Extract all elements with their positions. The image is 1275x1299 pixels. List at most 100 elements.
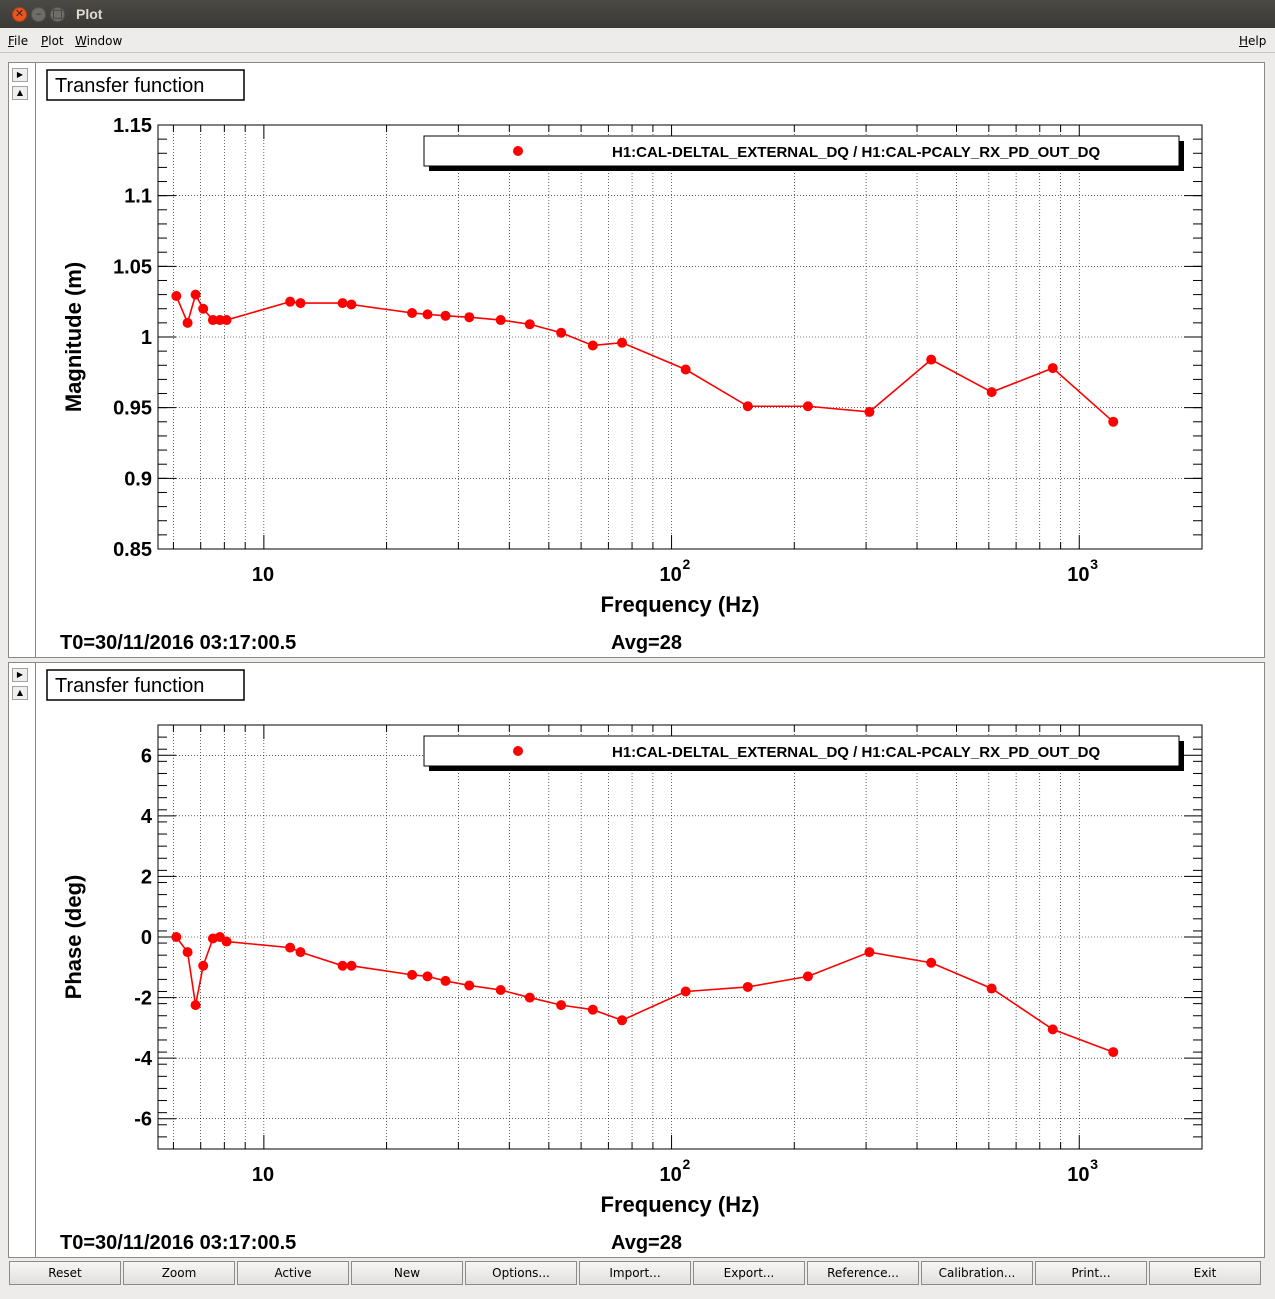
avg-label: Avg=28 [611, 1232, 682, 1254]
legend-marker [513, 146, 523, 156]
options-button[interactable]: Options... [465, 1261, 577, 1285]
triangle-up-icon: ▲ [16, 688, 24, 697]
data-point [1108, 1047, 1119, 1058]
maximize-window-button[interactable]: □ [50, 7, 65, 22]
data-point [617, 337, 628, 348]
panel-title: Transfer function [55, 75, 204, 97]
menu-window[interactable]: Window [75, 34, 123, 48]
print-button[interactable]: Print... [1035, 1261, 1147, 1285]
legend-marker [513, 746, 523, 756]
data-point [864, 947, 875, 958]
data-point [617, 1015, 628, 1026]
data-point [346, 299, 357, 310]
exit-button[interactable]: Exit [1149, 1261, 1261, 1285]
zoom-button[interactable]: Zoom [123, 1261, 235, 1285]
data-point [295, 298, 306, 309]
data-point [422, 309, 433, 320]
pane-collapse-button[interactable]: ▲ [12, 86, 28, 100]
data-point [337, 298, 348, 309]
data-point [556, 327, 567, 338]
x-tick-exponent: 3 [1090, 556, 1098, 572]
y-axis-label: Phase (deg) [61, 875, 86, 1000]
data-point [680, 986, 691, 997]
y-tick-label: 0.95 [113, 398, 152, 420]
pane-expand-button[interactable]: ▶ [12, 668, 28, 682]
pane-collapse-button[interactable]: ▲ [12, 686, 28, 700]
menu-file[interactable]: File [8, 34, 29, 48]
data-point [1108, 416, 1119, 427]
y-tick-label: 1 [141, 327, 152, 349]
reference-button[interactable]: Reference... [807, 1261, 919, 1285]
data-point [926, 354, 937, 365]
panel-title-box [46, 69, 245, 101]
x-axis-label: Frequency (Hz) [601, 592, 760, 617]
close-icon: ✕ [14, 7, 25, 20]
triangle-right-icon: ▶ [16, 670, 24, 679]
data-point [207, 315, 218, 326]
data-point [742, 981, 753, 992]
data-point [182, 947, 193, 958]
data-point [495, 315, 506, 326]
plot-canvas[interactable]: Transfer function 0.85 0.9 0.95 1 1.05 1.1 1.15… [35, 63, 1264, 657]
data-point [1047, 1024, 1058, 1035]
x-tick-exponent: 2 [683, 1156, 691, 1172]
x-tick-exponent: 3 [1090, 1156, 1098, 1172]
button-bar: Reset Zoom Active New Options... Import.… [0, 1259, 1275, 1299]
magnitude-chart[interactable]: Transfer function 0.85 0.9 0.95 1 1.05 1.1 1.15… [36, 63, 1264, 657]
data-point [926, 957, 937, 968]
data-point [986, 983, 997, 994]
data-point [864, 406, 875, 417]
x-tick-label: 10 [1067, 564, 1089, 586]
x-tick-label: 10 [1067, 1164, 1089, 1186]
data-point [182, 317, 193, 328]
data-point [556, 1000, 567, 1011]
data-point [524, 319, 535, 330]
data-point [285, 942, 296, 953]
minimize-window-button[interactable]: – [31, 7, 46, 22]
y-tick-label: 6 [141, 745, 152, 767]
data-point [524, 992, 535, 1003]
menu-help[interactable]: Help [1239, 34, 1267, 48]
window-title: Plot [76, 6, 103, 22]
active-button[interactable]: Active [237, 1261, 349, 1285]
maximize-icon: □ [52, 7, 63, 20]
pane-expand-button[interactable]: ▶ [12, 68, 28, 82]
menubar: File Plot Window Help [0, 28, 1275, 53]
data-point [171, 932, 182, 942]
y-tick-label: 4 [141, 806, 153, 828]
data-point [422, 971, 433, 982]
reset-button[interactable]: Reset [9, 1261, 121, 1285]
export-button[interactable]: Export... [693, 1261, 805, 1285]
y-tick-label: 0.85 [113, 539, 152, 561]
close-window-button[interactable]: ✕ [12, 7, 27, 22]
y-tick-label: 0.9 [124, 468, 152, 490]
data-point [198, 960, 209, 971]
y-tick-label: -2 [134, 988, 152, 1010]
minimize-icon: – [35, 7, 42, 20]
data-point [440, 310, 451, 321]
avg-label: Avg=28 [611, 632, 682, 654]
calibration-button[interactable]: Calibration... [921, 1261, 1033, 1285]
new-button[interactable]: New [351, 1261, 463, 1285]
data-point [587, 1004, 598, 1015]
plot-canvas[interactable]: Transfer function -6 -4 -2 0 2 4 6 10 10 2 10 3 Frequ… [35, 663, 1264, 1257]
import-button[interactable]: Import... [579, 1261, 691, 1285]
t0-label: T0=30/11/2016 03:17:00.5 [60, 632, 296, 654]
legend-box [423, 735, 1180, 767]
menu-plot[interactable]: Plot [41, 34, 64, 48]
y-tick-label: -6 [134, 1109, 152, 1131]
data-point [221, 936, 232, 947]
t0-label: T0=30/11/2016 03:17:00.5 [60, 1232, 296, 1254]
data-point [464, 980, 475, 991]
data-point [190, 1000, 201, 1011]
data-point [346, 960, 357, 971]
data-point [337, 960, 348, 971]
x-tick-exponent: 2 [683, 556, 691, 572]
data-point [587, 340, 598, 351]
data-point [407, 307, 418, 318]
data-point [802, 401, 813, 412]
data-point [285, 296, 296, 307]
window-titlebar: ✕ – □ Plot [0, 0, 1275, 28]
x-tick-label: 10 [252, 1164, 274, 1186]
